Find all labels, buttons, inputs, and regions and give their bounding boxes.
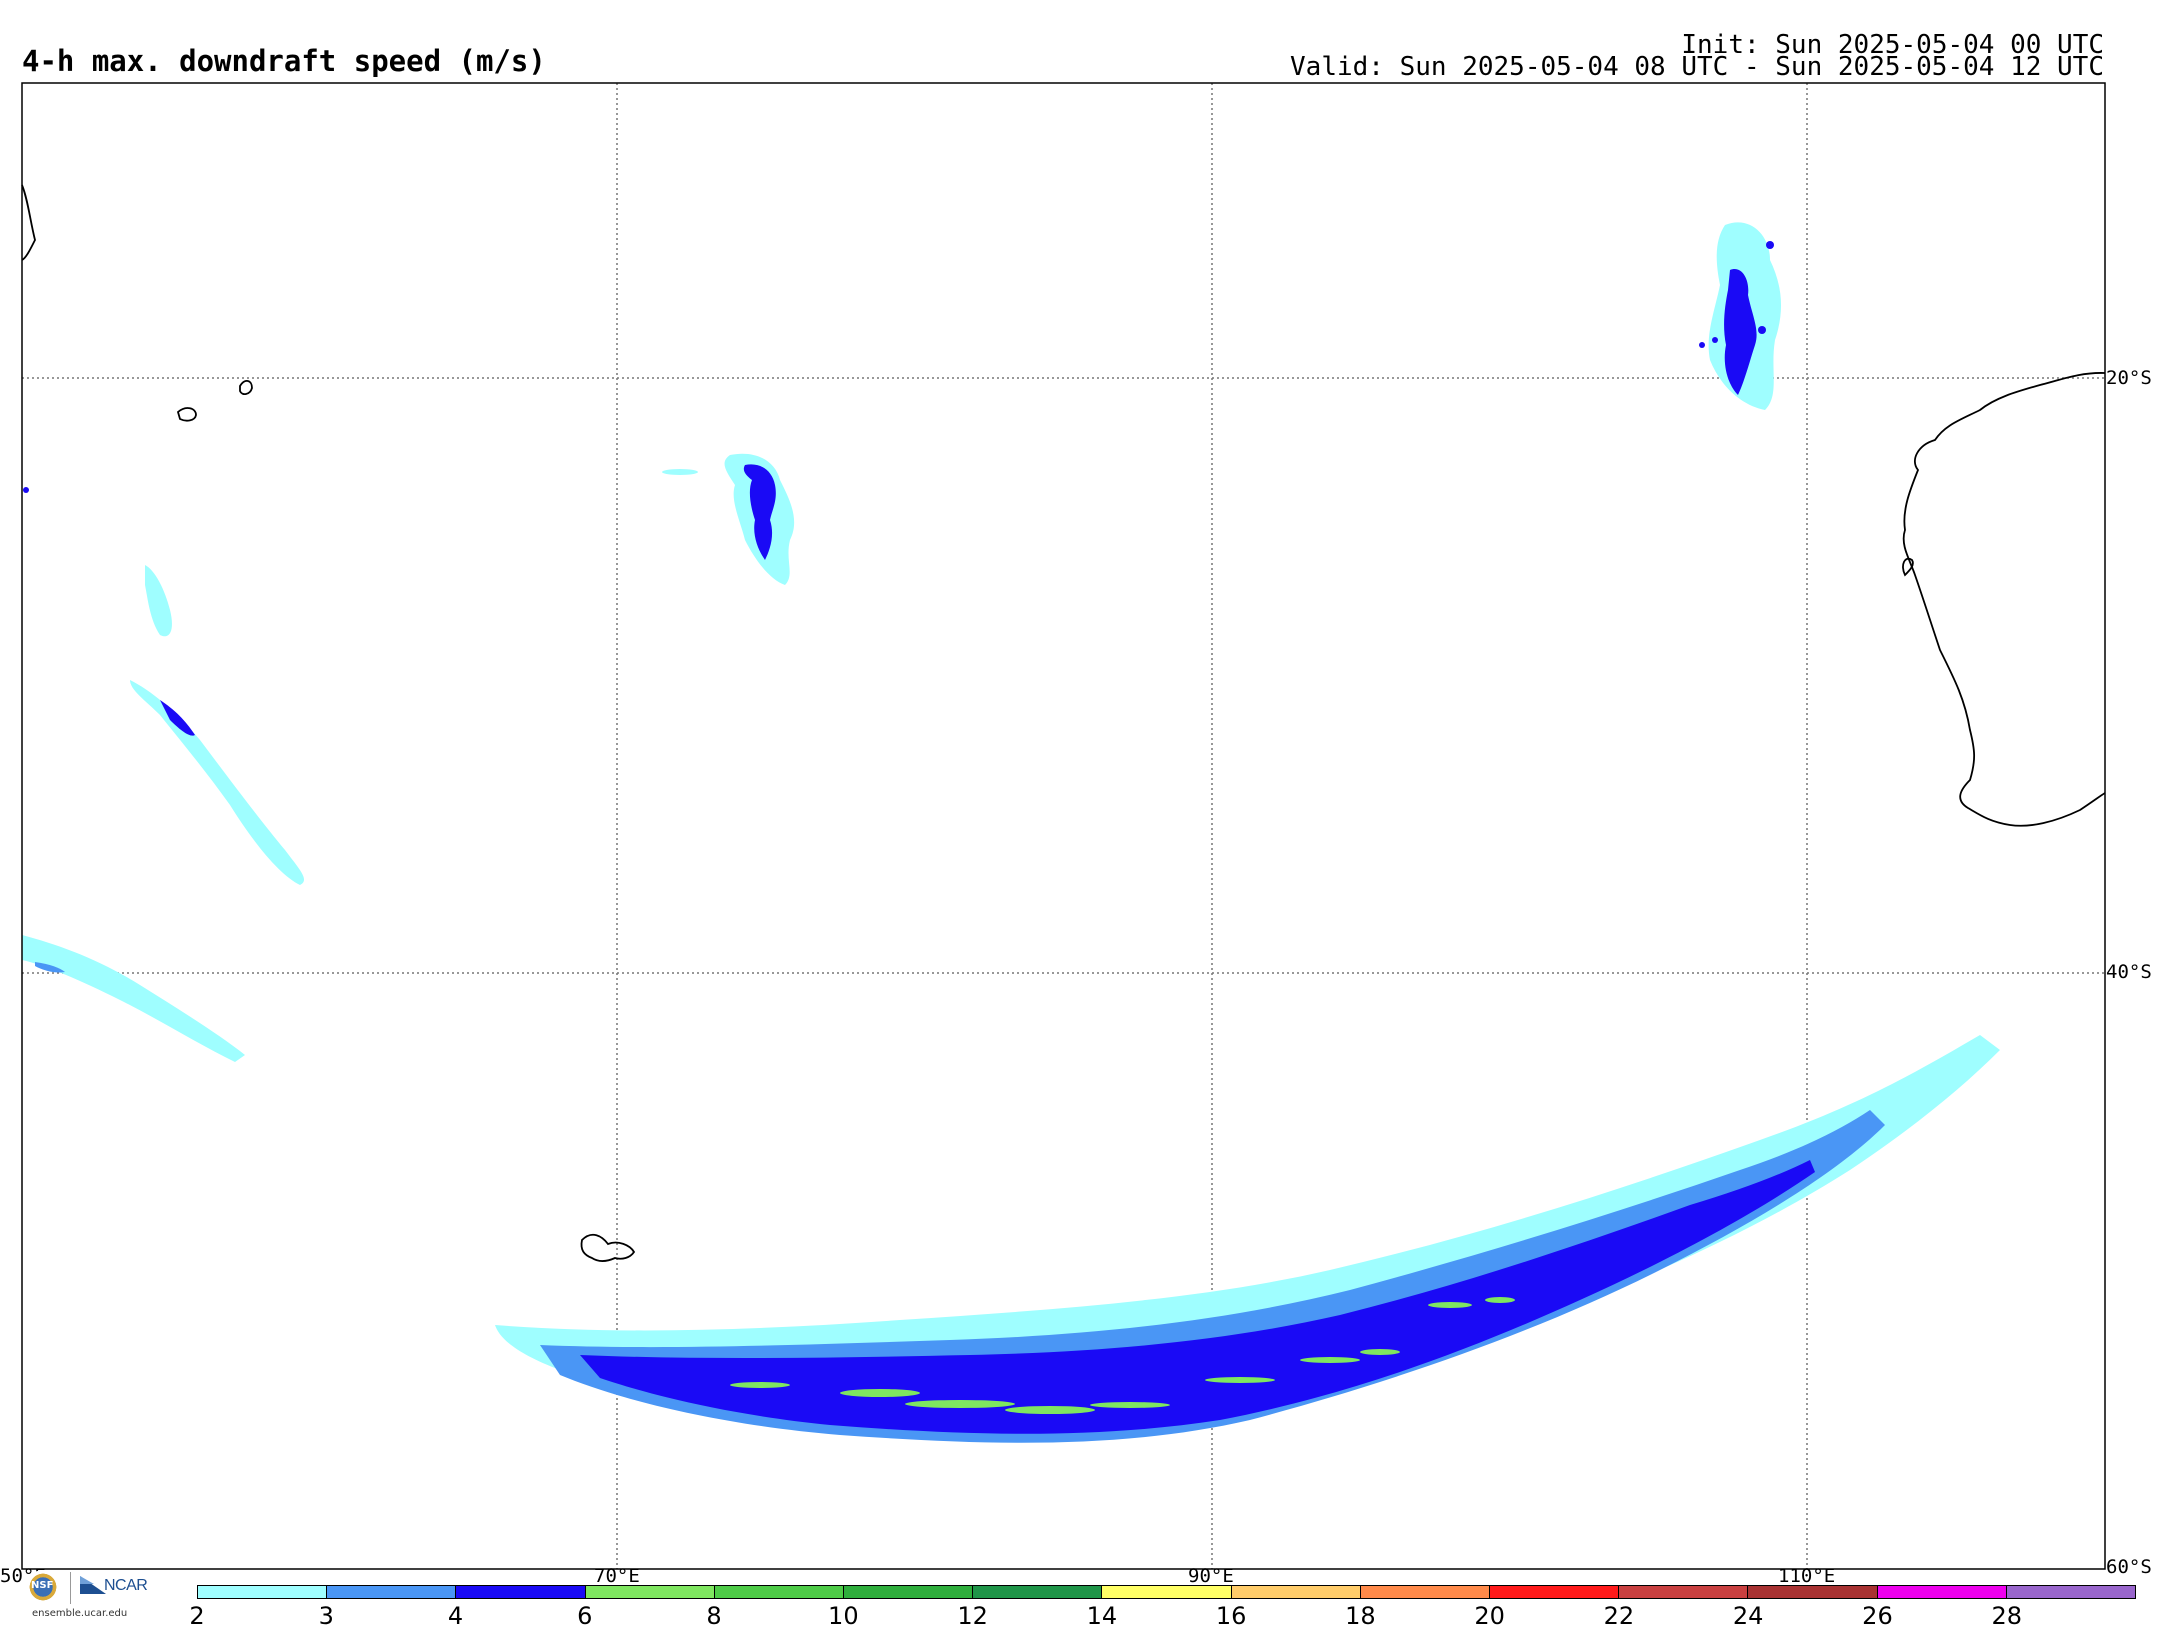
colorbar-tick-label: 2 (189, 1602, 205, 1630)
colorbar-swatch (198, 1586, 328, 1598)
colorbar-tick-label: 26 (1862, 1602, 1893, 1630)
coast-australia-sharkbay (1902, 557, 1914, 577)
colorbar-swatch (2006, 1586, 2136, 1598)
colorbar-tick-label: 14 (1086, 1602, 1118, 1630)
streak-cyan-west-1 (130, 680, 305, 885)
colorbar-tick-label: 3 (318, 1602, 334, 1630)
cluster-dots-3 (1699, 241, 1774, 348)
colorbar-swatch (585, 1586, 715, 1598)
coast-reunion (239, 380, 253, 395)
colorbar-swatch (1360, 1586, 1491, 1598)
init-time: Init: Sun 2025-05-04 00 UTC (1681, 30, 2104, 60)
colorbar-swatch (714, 1586, 845, 1598)
streak-cyan-west-2 (145, 565, 172, 637)
lon-label-110e: 110°E (1778, 1565, 1835, 1587)
lat-label-60s: 60°S (2106, 1556, 2152, 1578)
colorbar-swatch (844, 1586, 974, 1598)
ncar-logo-text: NCAR (104, 1577, 148, 1594)
colorbar-tick-label: 8 (706, 1602, 722, 1630)
lon-label-90e: 90°E (1188, 1565, 1234, 1587)
streak-blue-west-1 (160, 700, 195, 736)
colorbar-swatch (1490, 1586, 1620, 1598)
colorbar-swatch (456, 1586, 586, 1598)
coastlines (21, 184, 2106, 1262)
streak-blue-west-3 (35, 962, 65, 973)
colorbar-swatch (1231, 1586, 1361, 1598)
colorbar-tick-label: 20 (1474, 1602, 1505, 1630)
colorbar-tick-label: 18 (1345, 1602, 1376, 1630)
band-green-streaks (730, 1297, 1515, 1414)
band-cyan (495, 1035, 2000, 1440)
colorbar-swatch (1102, 1586, 1232, 1598)
coast-mauritius (176, 407, 197, 422)
colorbar-tick-label: 6 (577, 1602, 593, 1630)
colorbar-swatch (327, 1586, 457, 1598)
nsf-logo-text: NSF (31, 1580, 54, 1591)
ncar-mark-icon (80, 1576, 106, 1594)
cluster-blue-1 (743, 464, 776, 560)
band-dark-blue (580, 1160, 1815, 1434)
logo-block: NSF NCAR ensemble.ucar.edu (24, 1566, 154, 1622)
colorbar-tick-label: 24 (1732, 1602, 1764, 1630)
coast-kerguelen (580, 1233, 636, 1262)
lat-label-20s: 20°S (2106, 367, 2152, 389)
cluster-cyan-2 (662, 469, 698, 475)
colorbar-swatch (1619, 1586, 1749, 1598)
colorbar-tick-label: 12 (957, 1602, 988, 1630)
logo-separator (70, 1572, 71, 1604)
dot-west-1 (23, 487, 29, 493)
colorbar-swatch (1877, 1586, 2007, 1598)
colorbar-tick-label: 10 (828, 1602, 859, 1630)
map-frame (21, 82, 2106, 1570)
lat-label-40s: 40°S (2106, 961, 2152, 983)
colorbar-tick-label: 28 (1991, 1602, 2022, 1630)
map-title: 4-h max. downdraft speed (m/s) (22, 44, 546, 78)
colorbar-tick-label: 16 (1215, 1602, 1247, 1630)
ensemble-url: ensemble.ucar.edu (32, 1608, 128, 1619)
colorbar (197, 1585, 2136, 1599)
coast-madagascar (21, 184, 36, 261)
colorbar-swatch (1748, 1586, 1878, 1598)
nsf-logo-icon (26, 1570, 60, 1604)
colorbar-swatch (973, 1586, 1103, 1598)
coast-australia (1902, 372, 2106, 827)
streak-cyan-west-3 (22, 935, 245, 1062)
precip-field (22, 222, 2000, 1443)
colorbar-tick-label: 4 (447, 1602, 464, 1630)
valid-time: Valid: Sun 2025-05-04 08 UTC - Sun 2025-… (1290, 52, 2104, 82)
lon-label-70e: 70°E (594, 1565, 640, 1587)
cluster-blue-3 (1724, 269, 1757, 395)
colorbar-tick-label: 22 (1603, 1602, 1635, 1630)
